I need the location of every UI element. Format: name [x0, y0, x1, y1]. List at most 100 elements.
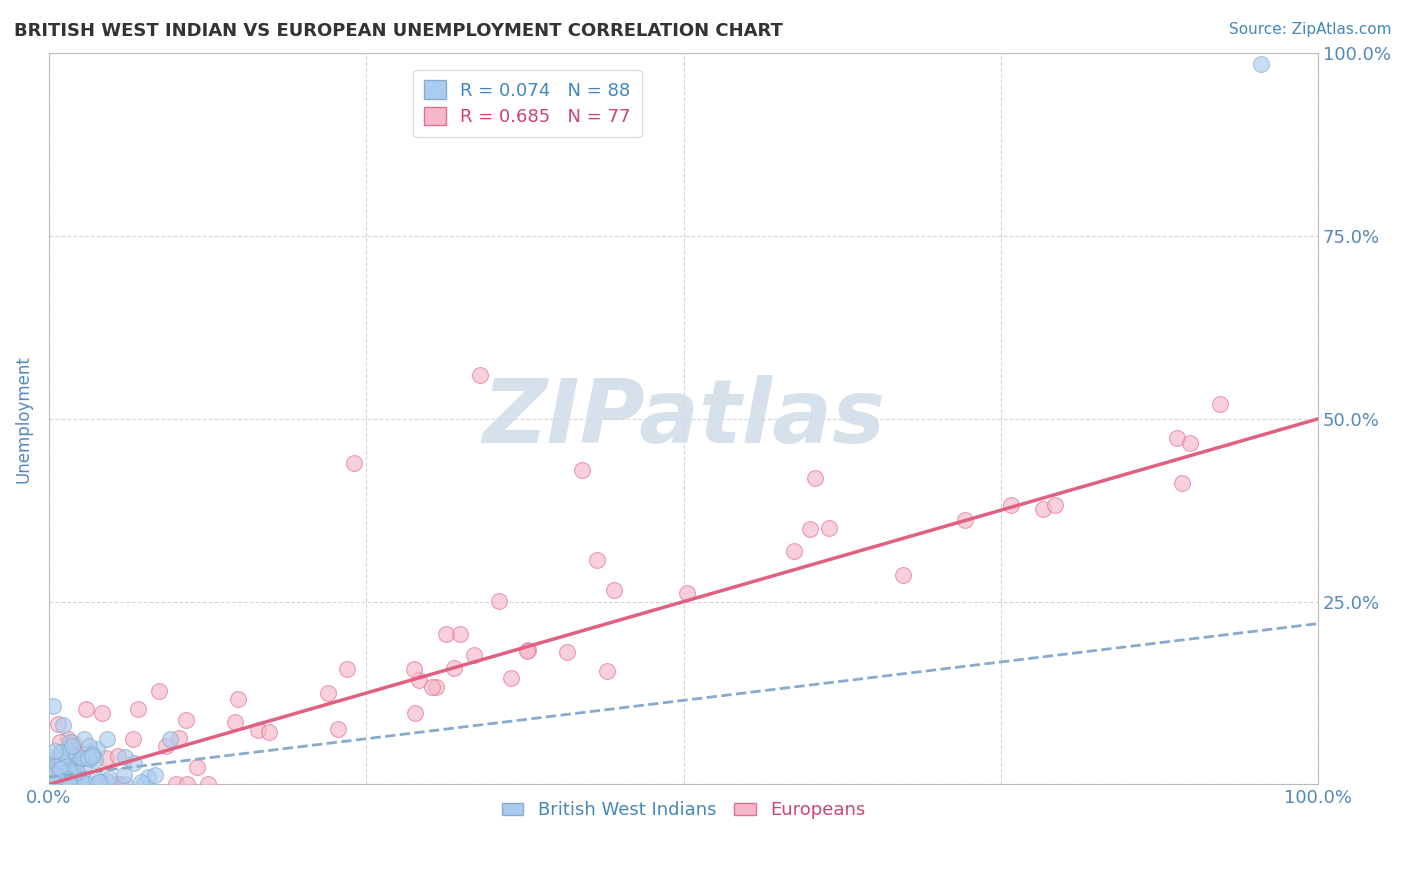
Point: [501, 672, 523, 686]
Point: [42, 767, 65, 781]
Point: [49, 770, 72, 784]
Point: [62, 742, 84, 756]
Point: [1171, 475, 1194, 490]
Point: [159, 732, 181, 747]
Point: [58, 777, 80, 791]
Point: [73, 747, 96, 761]
Point: [571, 463, 593, 477]
Point: [56, 759, 79, 773]
Point: [48, 753, 70, 767]
Point: [55, 774, 77, 789]
Point: [72, 772, 94, 787]
Point: [52, 775, 75, 789]
Point: [676, 586, 699, 600]
Point: [1000, 498, 1022, 512]
Point: [58, 763, 80, 777]
Point: [342, 456, 364, 470]
Point: [39, 774, 62, 789]
Point: [1166, 431, 1188, 445]
Point: [122, 756, 145, 771]
Point: [51, 754, 73, 768]
Point: [59, 752, 82, 766]
Point: [76, 777, 98, 791]
Point: [67, 755, 90, 769]
Point: [132, 777, 155, 791]
Point: [595, 664, 617, 678]
Point: [52, 764, 75, 778]
Point: [46, 758, 69, 772]
Point: [603, 582, 626, 597]
Point: [1209, 397, 1232, 411]
Point: [84, 753, 107, 767]
Point: [62, 739, 84, 753]
Legend: British West Indians, Europeans: British West Indians, Europeans: [495, 794, 873, 827]
Point: [41, 772, 63, 786]
Point: [62, 764, 84, 779]
Point: [62, 736, 84, 750]
Point: [799, 521, 821, 535]
Point: [94, 750, 117, 764]
Point: [49, 772, 72, 787]
Point: [42, 764, 65, 779]
Point: [76, 751, 98, 765]
Point: [818, 521, 841, 535]
Point: [127, 702, 149, 716]
Point: [316, 686, 339, 700]
Point: [226, 692, 249, 706]
Point: [167, 731, 190, 746]
Point: [517, 642, 540, 657]
Point: [155, 739, 177, 753]
Point: [555, 645, 578, 659]
Point: [893, 567, 915, 582]
Point: [186, 760, 208, 774]
Point: [65, 777, 87, 791]
Point: [108, 777, 131, 791]
Point: [39, 776, 62, 790]
Point: [60, 744, 83, 758]
Point: [463, 648, 485, 662]
Point: [1032, 502, 1054, 516]
Point: [176, 713, 198, 727]
Point: [49, 777, 72, 791]
Point: [783, 544, 806, 558]
Point: [97, 771, 120, 785]
Point: [96, 731, 118, 746]
Point: [90, 775, 112, 789]
Point: [75, 776, 97, 790]
Point: [176, 777, 198, 791]
Point: [449, 626, 471, 640]
Text: ZIPatlas: ZIPatlas: [482, 376, 884, 462]
Point: [84, 772, 107, 787]
Point: [52, 774, 75, 789]
Point: [148, 684, 170, 698]
Point: [60, 770, 83, 784]
Point: [56, 763, 79, 777]
Point: [408, 673, 430, 688]
Point: [80, 747, 103, 762]
Point: [53, 760, 76, 774]
Point: [86, 742, 108, 756]
Point: [56, 772, 79, 787]
Point: [73, 731, 96, 746]
Point: [58, 773, 80, 788]
Point: [58, 775, 80, 789]
Point: [129, 775, 152, 789]
Point: [63, 767, 86, 781]
Y-axis label: Unemployment: Unemployment: [15, 355, 32, 483]
Point: [44, 756, 66, 771]
Point: [402, 662, 425, 676]
Point: [420, 681, 443, 695]
Point: [49, 777, 72, 791]
Point: [67, 777, 90, 791]
Point: [41, 753, 63, 767]
Point: [516, 644, 538, 658]
Point: [51, 777, 73, 791]
Point: [121, 731, 143, 746]
Point: [247, 723, 270, 737]
Point: [46, 716, 69, 731]
Text: Source: ZipAtlas.com: Source: ZipAtlas.com: [1229, 22, 1392, 37]
Point: [96, 774, 118, 789]
Point: [112, 768, 135, 782]
Point: [404, 706, 426, 721]
Point: [136, 770, 159, 784]
